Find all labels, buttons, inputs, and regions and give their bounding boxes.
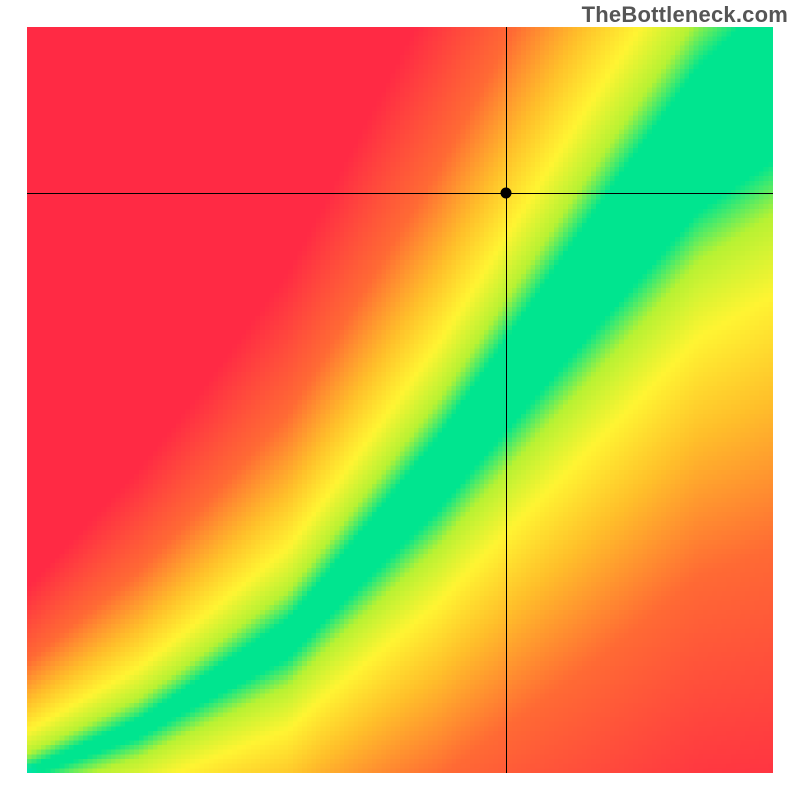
plot-area — [27, 27, 773, 773]
crosshair-dot — [500, 188, 511, 199]
crosshair-vertical — [506, 27, 507, 773]
crosshair-horizontal — [27, 193, 773, 194]
chart-container: TheBottleneck.com — [0, 0, 800, 800]
heatmap-canvas — [27, 27, 773, 773]
watermark-text: TheBottleneck.com — [582, 2, 788, 28]
